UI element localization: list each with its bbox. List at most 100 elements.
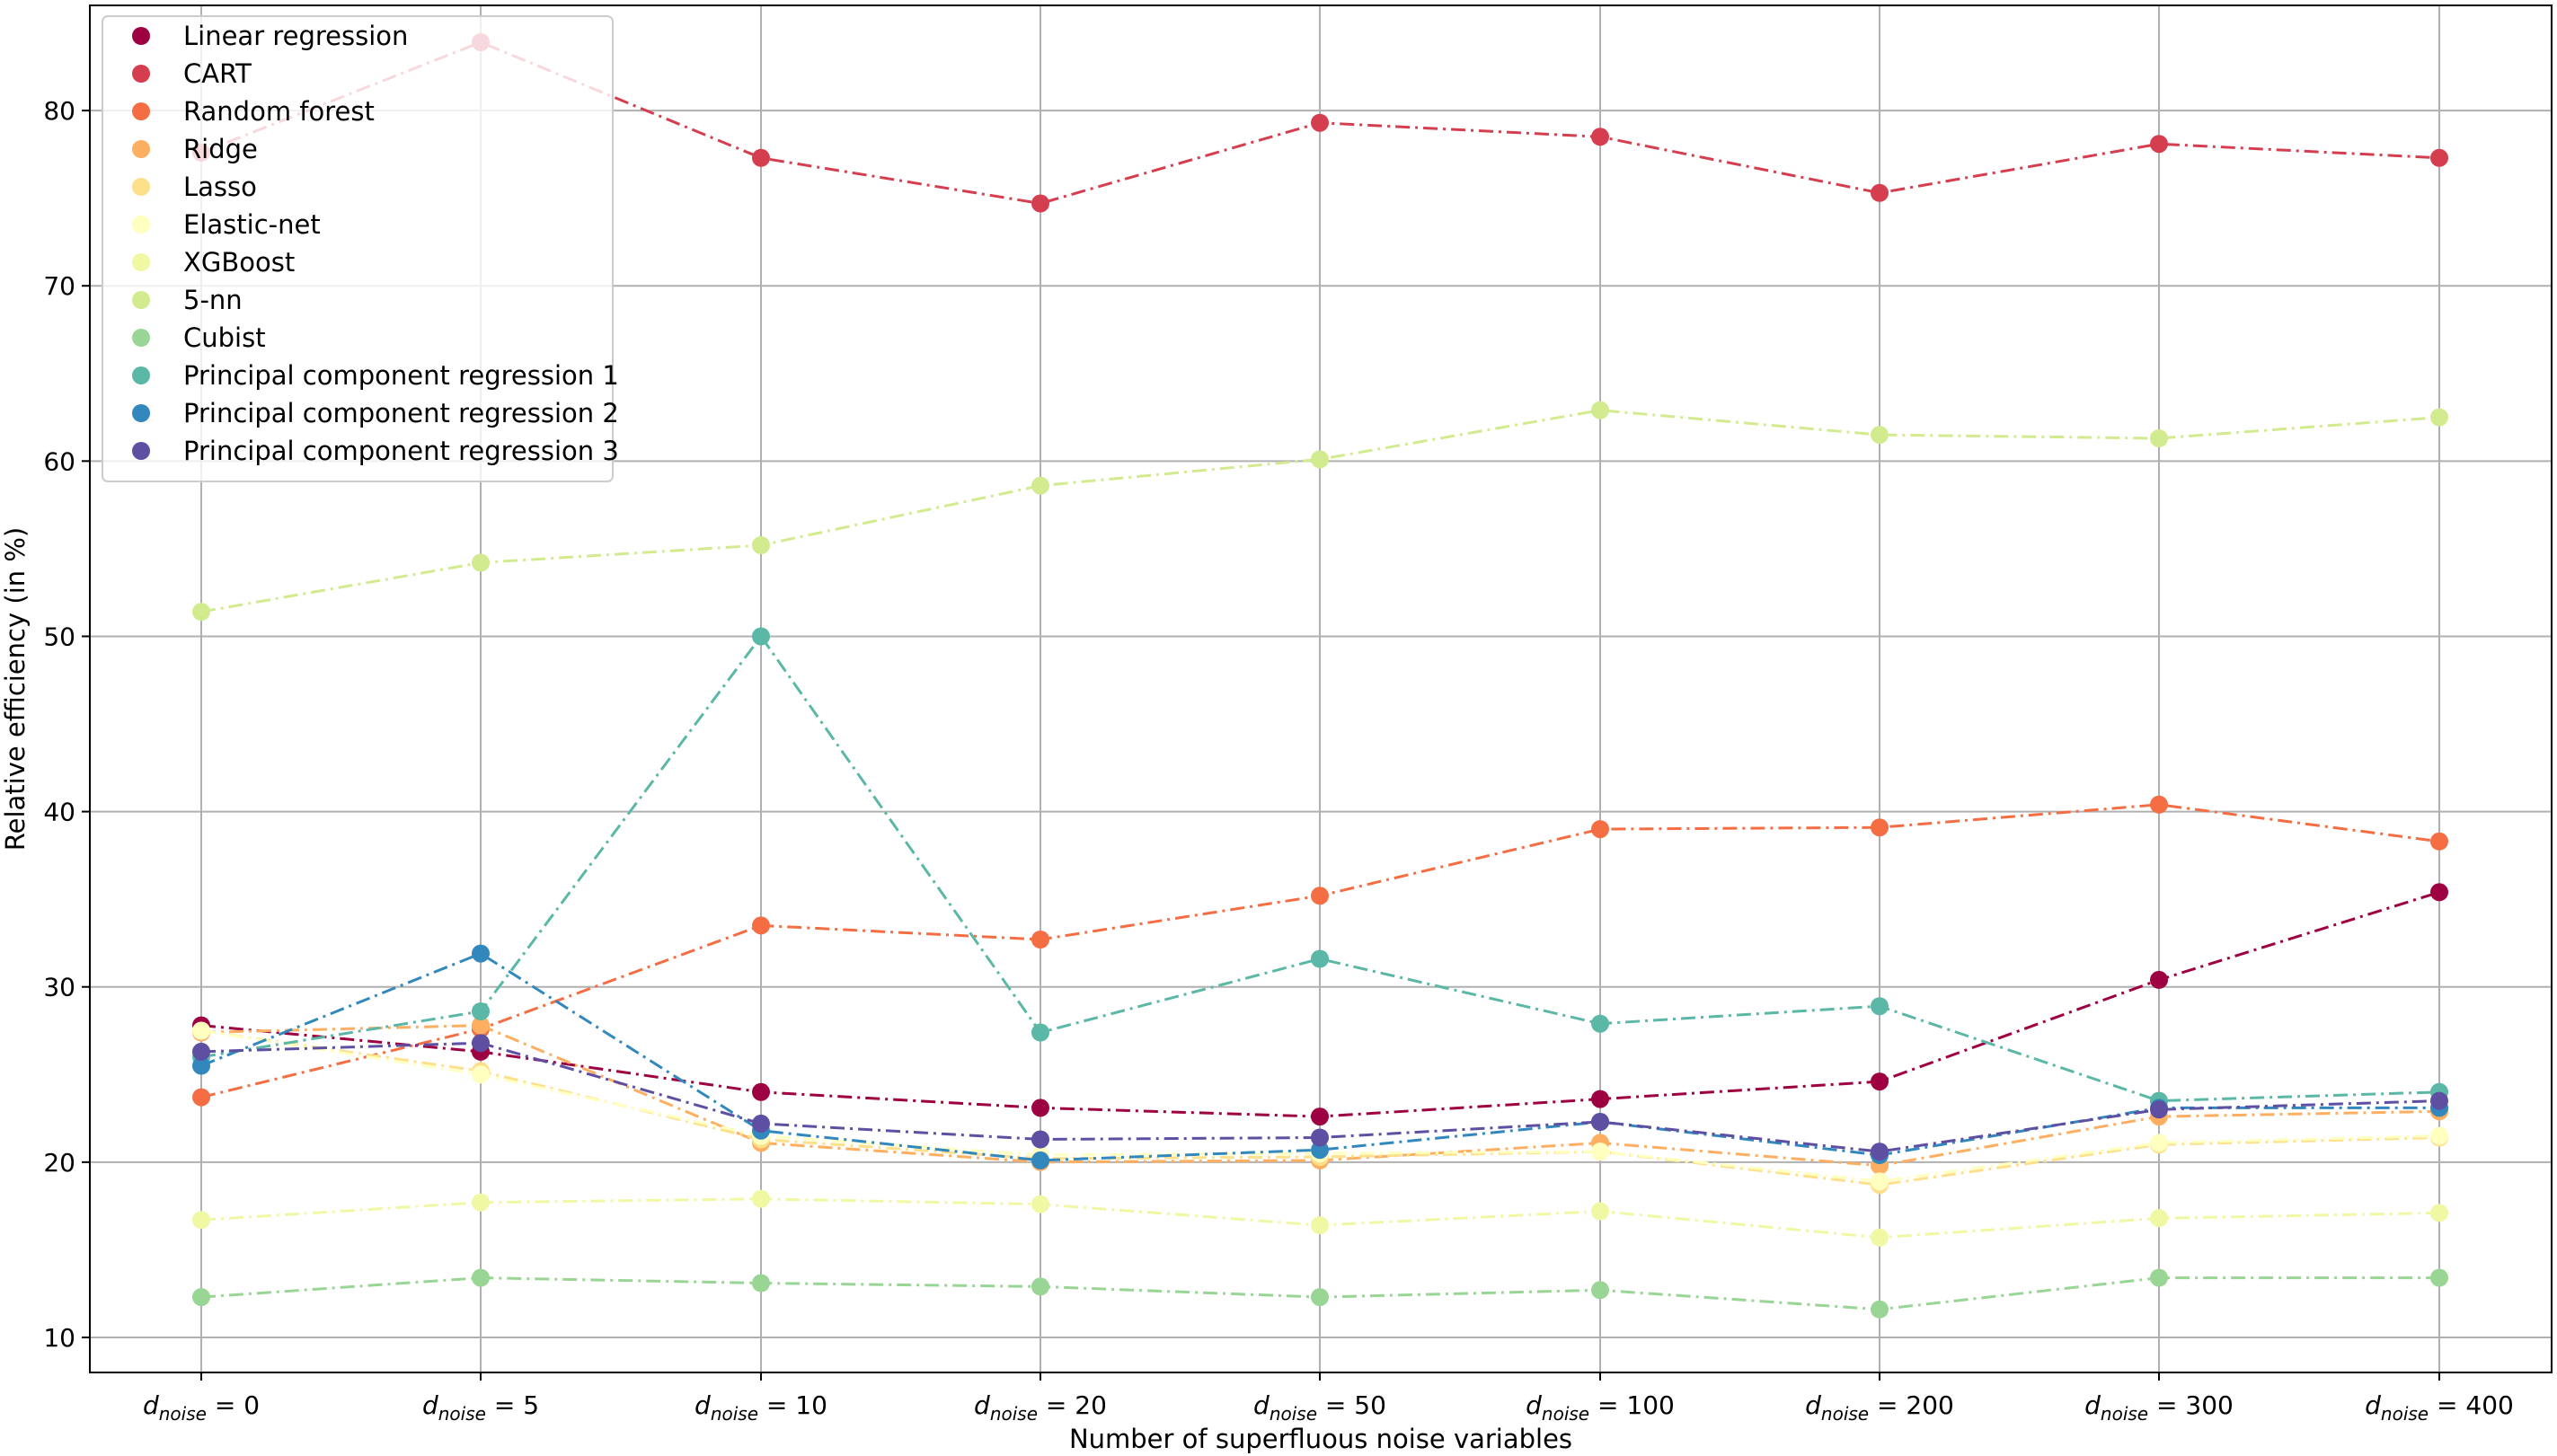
series-7 [192,401,2448,622]
data-point [2430,408,2448,427]
x-tick-label: dnoise = 200 [1805,1390,1954,1425]
data-point [472,1016,490,1035]
x-tick-label-value: 10 [795,1390,827,1420]
data-point [1031,1130,1049,1149]
data-point [1591,1202,1609,1221]
data-point [1591,1281,1609,1300]
y-tick-label: 80 [43,96,75,126]
x-tick-label-d: d [974,1390,990,1420]
data-point [752,1189,770,1208]
legend-item: CART [132,58,252,89]
data-point [192,1021,210,1040]
y-axis-ticks: 10 20 30 40 50 60 70 80 [43,96,90,1353]
x-tick-label-equals: = [207,1390,243,1420]
data-point [1031,931,1049,949]
legend-label: Principal component regression 2 [183,398,619,428]
data-point [1591,128,1609,146]
data-point [1311,1128,1329,1147]
data-point [2150,429,2168,447]
data-point [752,1114,770,1133]
x-tick-label-subscript: noise [990,1403,1038,1425]
legend-marker [132,253,150,271]
x-tick-label-subscript: noise [2101,1403,2148,1425]
x-tick-label-equals: = [758,1390,795,1420]
data-point [752,1274,770,1293]
data-point [1871,997,1889,1016]
x-tick-label: dnoise = 10 [695,1390,827,1425]
x-tick-label-subscript: noise [711,1403,758,1425]
data-point [1311,450,1329,469]
data-point [2150,135,2168,154]
legend-marker [132,102,150,120]
x-tick-label-value: 300 [2185,1390,2233,1420]
data-point [472,1034,490,1053]
legend-item: Linear regression [132,21,408,51]
data-point [472,553,490,572]
data-point [2430,1091,2448,1110]
data-point [2430,1126,2448,1145]
data-point [1311,949,1329,968]
y-tick-label: 50 [43,622,75,651]
data-point [1031,1099,1049,1117]
x-tick-label-value: 20 [1075,1390,1107,1420]
legend-label: Lasso [183,172,257,202]
data-point [192,1088,210,1107]
legend-item: 5-nn [132,285,243,315]
data-point [752,627,770,646]
legend-label: Principal component regression 3 [183,436,619,466]
x-tick-label-value: 0 [243,1390,260,1420]
x-tick-label: dnoise = 400 [2365,1390,2514,1425]
x-tick-label-subscript: noise [1270,1403,1317,1425]
data-point [2150,970,2168,989]
x-tick-label-equals: = [1317,1390,1354,1420]
legend-item: Lasso [132,172,257,202]
x-tick-label-d: d [422,1390,438,1420]
legend-marker [132,140,150,158]
data-point [2430,148,2448,167]
data-point [192,1288,210,1307]
data-point [192,1056,210,1075]
data-point [472,1065,490,1084]
data-point [1031,1277,1049,1296]
data-point [1871,426,1889,445]
series-line [200,1029,2440,1183]
data-point [1871,818,1889,837]
legend-marker [132,442,150,460]
data-point [1031,194,1049,213]
legend-marker [132,366,150,384]
data-point [2430,1268,2448,1287]
data-point [1871,1228,1889,1247]
y-tick-label: 20 [43,1148,75,1178]
legend-label: Principal component regression 1 [183,360,619,391]
data-point [1871,1072,1889,1091]
data-point [1031,1195,1049,1213]
data-point [1591,1143,1609,1161]
legend-marker [132,291,150,309]
legend-item: XGBoost [132,247,295,278]
data-point [192,603,210,622]
data-point [2430,883,2448,902]
data-point [1311,1141,1329,1160]
data-point [1311,1107,1329,1126]
data-point [1031,1023,1049,1042]
data-point [1591,1090,1609,1108]
data-point [2150,1268,2168,1287]
x-tick-label-subscript: noise [159,1403,207,1425]
x-tick-label: dnoise = 5 [422,1390,539,1425]
series-8 [192,1268,2448,1319]
x-tick-label-value: 200 [1906,1390,1953,1420]
legend-label: Ridge [183,134,258,164]
x-tick-label-value: 50 [1354,1390,1386,1420]
y-tick-label: 70 [43,271,75,301]
x-axis-ticks: dnoise = 0 dnoise = 5 dnoise = 10 dnoise = … [143,1372,2514,1425]
series-layer [192,33,2448,1319]
x-tick-label: dnoise = 50 [1253,1390,1386,1425]
x-tick-label-d: d [2365,1390,2381,1420]
data-point [1031,476,1049,495]
y-tick-label: 40 [43,798,75,827]
x-axis-label: Number of superfluous noise variables [1069,1424,1572,1454]
legend-label: Random forest [183,96,375,127]
legend-item: Principal component regression 1 [132,360,619,391]
data-point [1031,1151,1049,1169]
data-point [472,944,490,963]
